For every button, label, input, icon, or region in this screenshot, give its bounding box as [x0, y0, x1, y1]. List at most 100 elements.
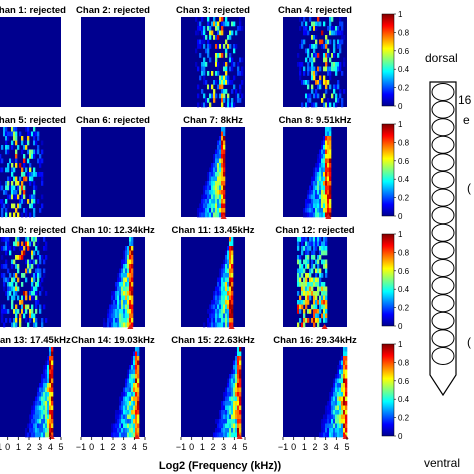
- heatmap-cell: [317, 154, 320, 159]
- heatmap-cell: [307, 80, 310, 85]
- heatmap-cell: [313, 318, 316, 323]
- heatmap-cell: [37, 401, 40, 406]
- heatmap-cell: [111, 309, 114, 314]
- heatmap-cell: [125, 273, 128, 278]
- heatmap-cell: [225, 309, 228, 314]
- heatmap-cell: [39, 419, 42, 424]
- best-frequency-marker: [220, 214, 227, 219]
- heatmap-cell: [109, 318, 112, 323]
- heatmap-cell: [319, 212, 322, 218]
- heatmap-cell: [129, 241, 132, 247]
- heatmap-cell: [331, 17, 334, 22]
- heatmap-cell: [49, 365, 52, 370]
- heatmap-cell: [3, 309, 6, 314]
- heatmap-cell: [3, 273, 6, 278]
- heatmap-cell: [235, 396, 238, 402]
- heatmap-cell: [319, 241, 322, 247]
- heatmap-cell: [47, 414, 50, 420]
- heatmap-cell: [225, 295, 228, 301]
- heatmap-cell: [313, 53, 316, 58]
- heatmap-cell: [17, 194, 20, 200]
- heatmap-cell: [317, 286, 320, 292]
- heatmap-cell: [337, 387, 340, 393]
- heatmap-cell: [205, 199, 208, 204]
- heatmap-cell: [319, 199, 322, 204]
- heatmap-cell: [317, 282, 320, 287]
- heatmap-cell: [311, 185, 314, 191]
- heatmap-cell: [229, 255, 232, 260]
- heatmap-cell: [231, 313, 234, 319]
- heatmap-cell: [241, 93, 244, 99]
- heatmap-cell: [333, 405, 336, 411]
- heatmap-cell: [301, 291, 304, 296]
- heatmap-cell: [305, 57, 308, 63]
- heatmap-cell: [27, 304, 30, 310]
- heatmap-cell: [117, 414, 120, 420]
- heatmap-cell: [33, 318, 36, 323]
- heatmap-cell: [29, 309, 32, 314]
- heatmap-cell: [221, 322, 224, 328]
- heatmap-cell: [123, 255, 126, 260]
- heatmap-cell: [213, 208, 216, 213]
- heatmap-cell: [207, 39, 210, 45]
- heatmap-cell: [313, 21, 316, 27]
- heatmap-cell: [127, 246, 130, 251]
- heatmap-cell: [7, 241, 10, 247]
- heatmap-cell: [309, 66, 312, 72]
- heatmap-cell: [231, 268, 234, 274]
- heatmap-cell: [309, 17, 312, 22]
- heatmap-cell: [221, 208, 224, 213]
- heatmap-cell: [323, 136, 326, 141]
- heatmap-cell: [315, 167, 318, 173]
- heatmap-cell: [221, 149, 224, 155]
- heatmap-cell: [33, 241, 36, 247]
- heatmap-cell: [321, 190, 324, 195]
- heatmap-cell: [343, 428, 346, 433]
- heatmap-cell: [213, 291, 216, 296]
- heatmap-cell: [213, 432, 216, 438]
- heatmap-cell: [317, 194, 320, 200]
- heatmap-cell: [325, 237, 328, 242]
- heatmap-cell: [231, 246, 234, 251]
- heatmap-cell: [303, 212, 306, 218]
- heatmap-cell: [21, 273, 24, 278]
- heatmap-cell: [221, 163, 224, 168]
- heatmap-cell: [35, 423, 38, 429]
- heatmap-cell: [231, 255, 234, 260]
- heatmap-cell: [237, 71, 240, 76]
- heatmap-cell: [329, 102, 332, 108]
- heatmap-cell: [329, 405, 332, 411]
- heatmap-cell: [221, 264, 224, 269]
- heatmap-cell: [125, 255, 128, 260]
- heatmap-cell: [317, 291, 320, 296]
- heatmap-cell: [223, 181, 226, 186]
- heatmap-cell: [213, 176, 216, 182]
- heatmap-cell: [229, 396, 232, 402]
- heatmap-cell: [31, 273, 34, 278]
- heatmap-cell: [115, 304, 118, 310]
- heatmap-cell: [207, 44, 210, 49]
- heatmap-cell: [343, 419, 346, 424]
- heatmap-cell: [227, 250, 230, 256]
- heatmap-cell: [203, 80, 206, 85]
- heatmap-cell: [327, 102, 330, 108]
- heatmap-cell: [15, 309, 18, 314]
- heatmap-cell: [329, 140, 332, 146]
- heatmap-cell: [21, 167, 24, 173]
- heatmap-cell: [13, 291, 16, 296]
- heatmap-cell: [121, 401, 124, 406]
- heatmap-cell: [315, 93, 318, 99]
- colorbar-tick-label: 0.6: [398, 47, 410, 56]
- heatmap-cell: [331, 428, 334, 433]
- heatmap-cell: [323, 419, 326, 424]
- heatmap-cell: [225, 102, 228, 108]
- heatmap-cell: [227, 255, 230, 260]
- heatmap-cell: [15, 237, 18, 242]
- heatmap-cell: [315, 277, 318, 283]
- heatmap-cell: [47, 365, 50, 370]
- heatmap-cell: [305, 291, 308, 296]
- heatmap-cell: [123, 392, 126, 397]
- heatmap-cell: [311, 62, 314, 67]
- heatmap-cell: [229, 241, 232, 247]
- heatmap-cell: [51, 401, 54, 406]
